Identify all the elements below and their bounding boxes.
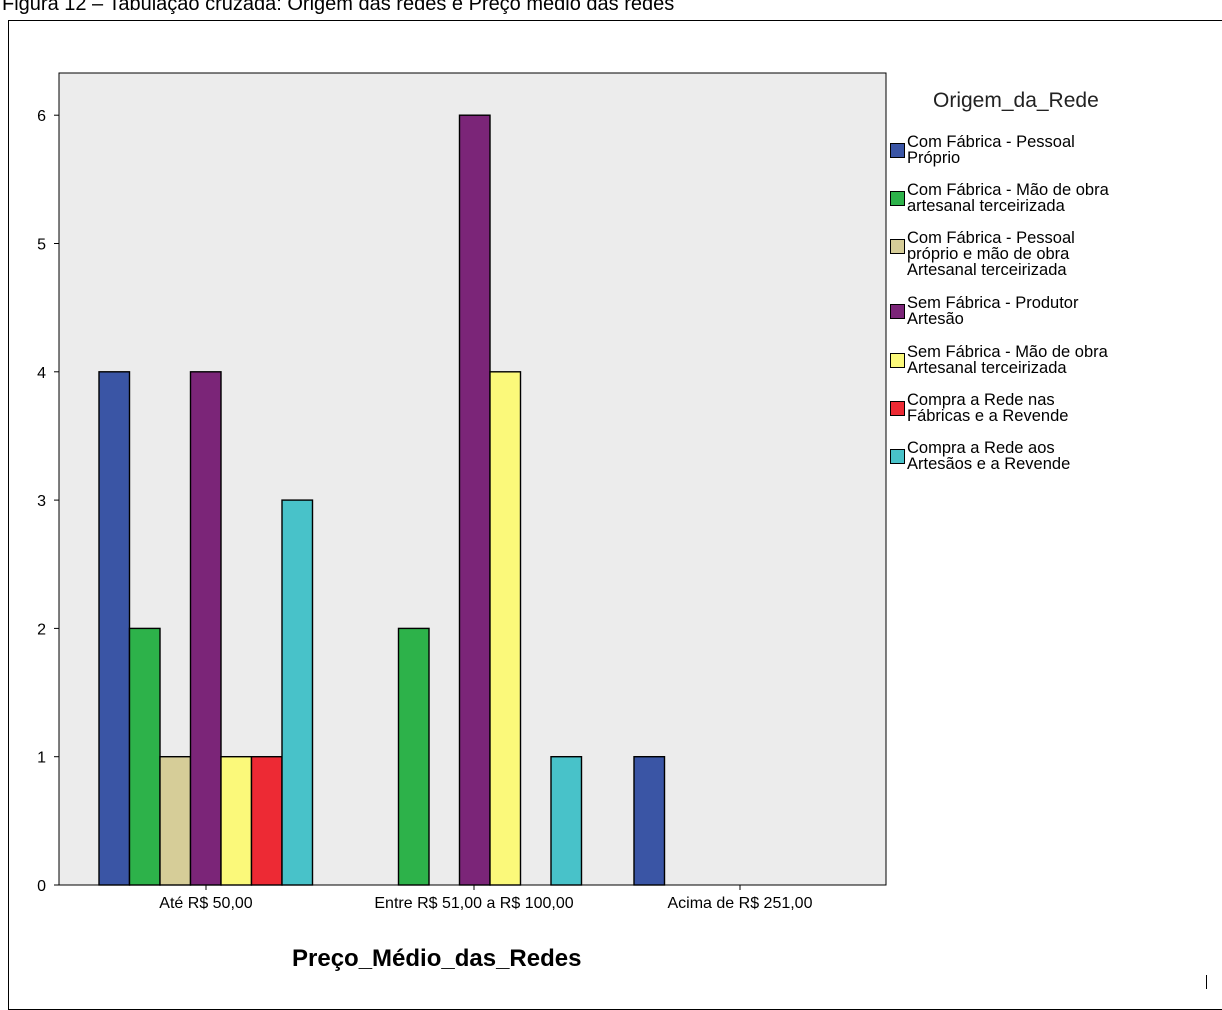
y-tick-label: 0 bbox=[37, 878, 46, 895]
bar-chart: 0 1 2 3 4 5 6 Até R$ 50,00 Entre R$ 51,00 a R$ 1… bbox=[37, 72, 887, 912]
bar bbox=[250, 756, 283, 886]
legend-swatch bbox=[890, 304, 905, 319]
y-tick-label: 3 bbox=[37, 493, 46, 510]
x-axis-title: Preço_Médio_das_Redes bbox=[292, 945, 582, 972]
x-tick-label: Acima de R$ 251,00 bbox=[668, 895, 813, 912]
bar bbox=[550, 756, 583, 886]
legend-title: Origem_da_Rede bbox=[933, 89, 1099, 112]
legend-item: Sem Fábrica - Produtor Artesão bbox=[890, 295, 1207, 327]
page-cursor-mark bbox=[1206, 975, 1207, 989]
y-tick-label: 6 bbox=[37, 108, 46, 125]
y-tick-label: 4 bbox=[37, 365, 46, 382]
legend-item: Compra a Rede nas Fábricas e a Revende bbox=[890, 392, 1207, 424]
bar bbox=[189, 371, 222, 886]
y-tick-label: 2 bbox=[37, 621, 46, 638]
bar bbox=[281, 499, 314, 886]
x-tick-label: Até R$ 50,00 bbox=[159, 895, 253, 912]
bar bbox=[397, 627, 430, 886]
legend-item: Compra a Rede aos Artesãos e a Revende bbox=[890, 440, 1207, 472]
y-tick-label: 1 bbox=[37, 750, 46, 767]
y-tick-label: 5 bbox=[37, 237, 46, 254]
legend-label: Compra a Rede aos Artesãos e a Revende bbox=[907, 439, 1071, 473]
legend-label: Com Fábrica - Mão de obra artesanal terc… bbox=[907, 181, 1109, 215]
bar bbox=[98, 371, 131, 886]
legend-label: Com Fábrica - Pessoal Próprio bbox=[907, 133, 1075, 167]
legend-swatch bbox=[890, 449, 905, 464]
legend-label: Sem Fábrica - Mão de obra Artesanal terc… bbox=[907, 343, 1108, 377]
x-tick-label: Entre R$ 51,00 a R$ 100,00 bbox=[374, 895, 573, 912]
bar bbox=[128, 627, 161, 886]
legend-item: Com Fábrica - Pessoal próprio e mão de o… bbox=[890, 230, 1207, 278]
legend-label: Com Fábrica - Pessoal próprio e mão de o… bbox=[907, 229, 1075, 279]
legend-swatch bbox=[890, 353, 905, 368]
bar bbox=[159, 756, 192, 886]
legend-label: Compra a Rede nas Fábricas e a Revende bbox=[907, 391, 1069, 425]
bar bbox=[220, 756, 253, 886]
legend-swatch bbox=[890, 239, 905, 254]
legend-swatch bbox=[890, 191, 905, 206]
legend-item: Com Fábrica - Mão de obra artesanal terc… bbox=[890, 182, 1207, 214]
legend-swatch bbox=[890, 143, 905, 158]
legend-item: Com Fábrica - Pessoal Próprio bbox=[890, 134, 1207, 166]
bar bbox=[458, 114, 491, 886]
legend-swatch bbox=[890, 401, 905, 416]
figure-caption: Figura 12 – Tabulação cruzada: Origem da… bbox=[2, 0, 675, 15]
legend-item: Sem Fábrica - Mão de obra Artesanal terc… bbox=[890, 344, 1207, 376]
bar bbox=[489, 371, 522, 886]
bar bbox=[633, 756, 666, 886]
legend-label: Sem Fábrica - Produtor Artesão bbox=[907, 294, 1079, 328]
